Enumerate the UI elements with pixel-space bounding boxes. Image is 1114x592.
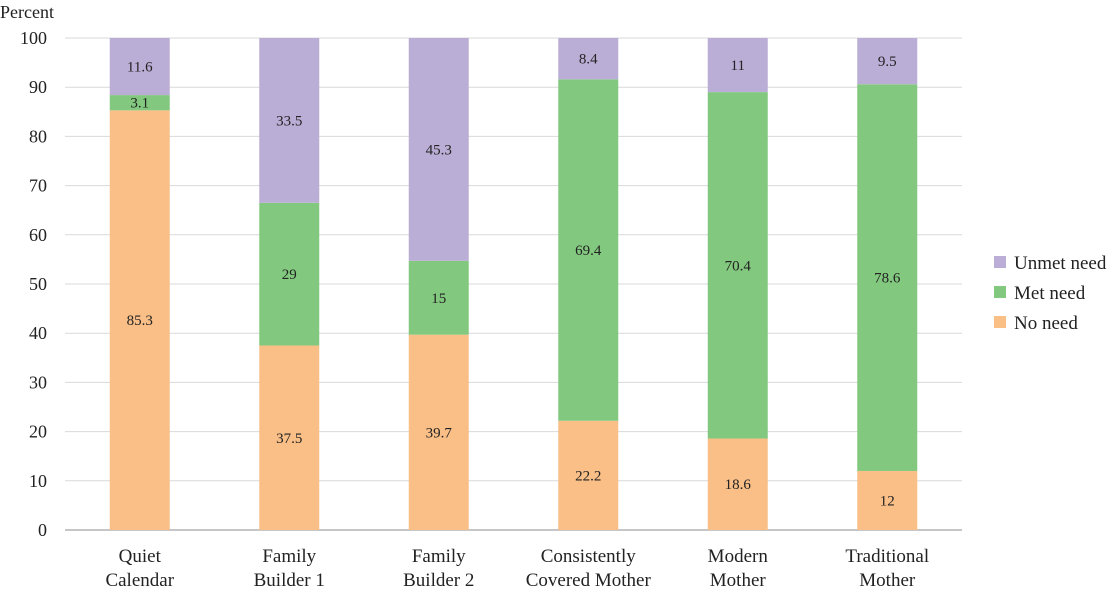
category-label: Covered Mother <box>526 570 652 591</box>
legend-swatch <box>994 256 1006 268</box>
y-tick-label: 100 <box>20 28 47 48</box>
bar-segment <box>857 470 918 530</box>
legend-swatch <box>994 286 1006 298</box>
category-label: Calendar <box>105 570 174 591</box>
data-label: 9.5 <box>878 54 897 70</box>
data-label: 69.4 <box>575 243 602 259</box>
bar-segment <box>558 420 619 530</box>
bar-segment <box>259 202 320 346</box>
bar-segment <box>109 95 170 111</box>
bar-segment <box>707 38 768 93</box>
data-label: 78.6 <box>874 271 901 287</box>
legend-label: Unmet need <box>1014 253 1107 274</box>
data-label: 85.3 <box>127 313 153 329</box>
y-tick-label: 90 <box>29 77 47 97</box>
data-label: 39.7 <box>426 425 453 441</box>
bar-segment <box>707 438 768 530</box>
data-label: 70.4 <box>725 258 752 274</box>
bars: 85.3 3.1 11.6 37.5 29 33.5 39.7 15 45.3 22.2 69.4 8… <box>109 38 918 530</box>
data-label: 11.6 <box>127 60 153 76</box>
y-tick-labels: 0 10 20 30 40 50 60 70 80 90 100 <box>20 28 47 540</box>
bar-segment <box>259 345 320 530</box>
bar-segment <box>408 334 469 530</box>
legend-label: No need <box>1014 313 1078 334</box>
y-axis-label: Percent <box>0 2 54 22</box>
y-tick-label: 10 <box>29 471 47 491</box>
bar-segment <box>558 38 619 80</box>
bar-segment <box>408 38 469 261</box>
data-label: 8.4 <box>579 52 598 68</box>
category-label: Family <box>262 546 316 567</box>
data-label: 15 <box>431 291 446 307</box>
y-tick-label: 50 <box>29 274 47 294</box>
gridlines <box>65 37 962 531</box>
category-labels: Quiet Calendar Family Builder 1 Family Builde… <box>105 546 929 591</box>
bar-segment <box>857 84 918 471</box>
y-tick-label: 0 <box>38 520 47 540</box>
y-tick-label: 80 <box>29 126 47 146</box>
category-label: Builder 1 <box>254 570 325 591</box>
category-label: Consistently <box>541 546 637 567</box>
data-label: 33.5 <box>276 113 302 129</box>
data-label: 12 <box>880 493 895 509</box>
category-label: Quiet <box>119 546 162 567</box>
y-tick-label: 70 <box>29 176 47 196</box>
bar-segment <box>558 79 619 421</box>
bar-segment <box>707 92 768 439</box>
data-label: 11 <box>731 58 745 74</box>
category-label: Mother <box>710 570 767 591</box>
data-label: 29 <box>282 267 297 283</box>
bar-segment <box>408 260 469 335</box>
bar-segment <box>109 38 170 96</box>
y-tick-label: 30 <box>29 372 47 392</box>
category-label: Mother <box>859 570 916 591</box>
legend-label: Met need <box>1014 283 1086 304</box>
data-label: 22.2 <box>575 468 601 484</box>
data-label: 37.5 <box>276 431 302 447</box>
y-tick-label: 20 <box>29 422 47 442</box>
y-tick-label: 60 <box>29 225 47 245</box>
category-label: Modern <box>708 546 769 567</box>
data-label: 3.1 <box>130 96 149 112</box>
category-label: Family <box>412 546 466 567</box>
data-label: 45.3 <box>426 142 452 158</box>
y-tick-label: 40 <box>29 323 47 343</box>
category-label: Builder 2 <box>403 570 474 591</box>
data-label: 18.6 <box>725 477 752 493</box>
category-label: Traditional <box>845 546 929 567</box>
legend: Unmet need Met need No need <box>994 253 1107 334</box>
bar-segment <box>259 38 320 203</box>
bar-segment <box>109 110 170 530</box>
legend-swatch <box>994 316 1006 328</box>
bar-segment <box>857 38 918 85</box>
